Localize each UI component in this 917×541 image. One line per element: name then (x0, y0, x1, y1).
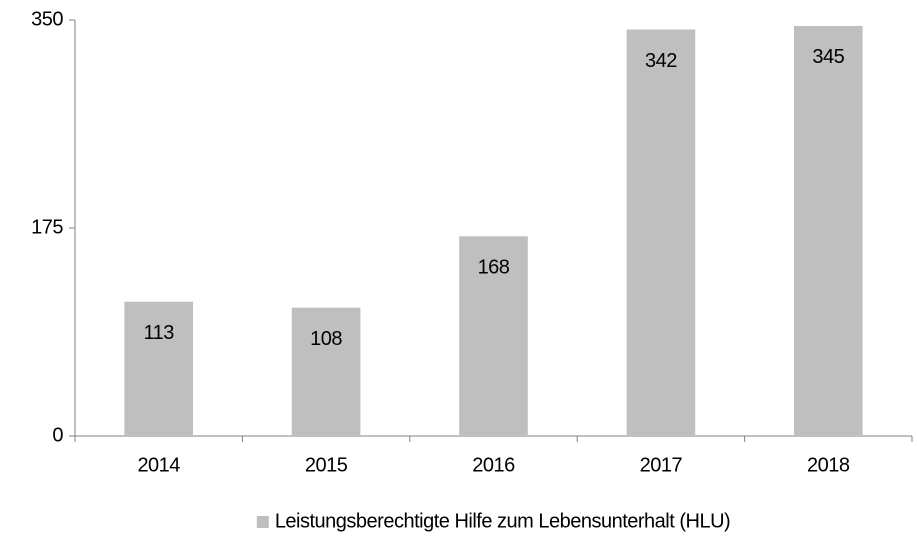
data-label: 168 (478, 257, 510, 279)
y-tick-label: 175 (31, 216, 63, 238)
legend-swatch (256, 516, 269, 528)
data-label: 342 (645, 50, 677, 72)
bar (124, 301, 194, 436)
bar (626, 29, 696, 436)
data-label: 113 (144, 322, 175, 344)
x-tick-label: 2016 (472, 454, 515, 476)
y-tick-label: 0 (52, 424, 63, 446)
x-tick-label: 2014 (137, 454, 180, 476)
legend-label: Leistungsberechtigte Hilfe zum Lebensunt… (275, 510, 730, 532)
bar (291, 307, 361, 436)
x-tick-label: 2015 (305, 454, 348, 476)
bar (459, 236, 528, 436)
y-tick-label: 350 (31, 8, 63, 30)
data-label: 108 (310, 328, 342, 350)
data-label: 345 (812, 46, 844, 68)
x-tick-label: 2017 (640, 454, 683, 476)
x-tick-label: 2018 (807, 454, 850, 476)
bar (793, 25, 863, 436)
